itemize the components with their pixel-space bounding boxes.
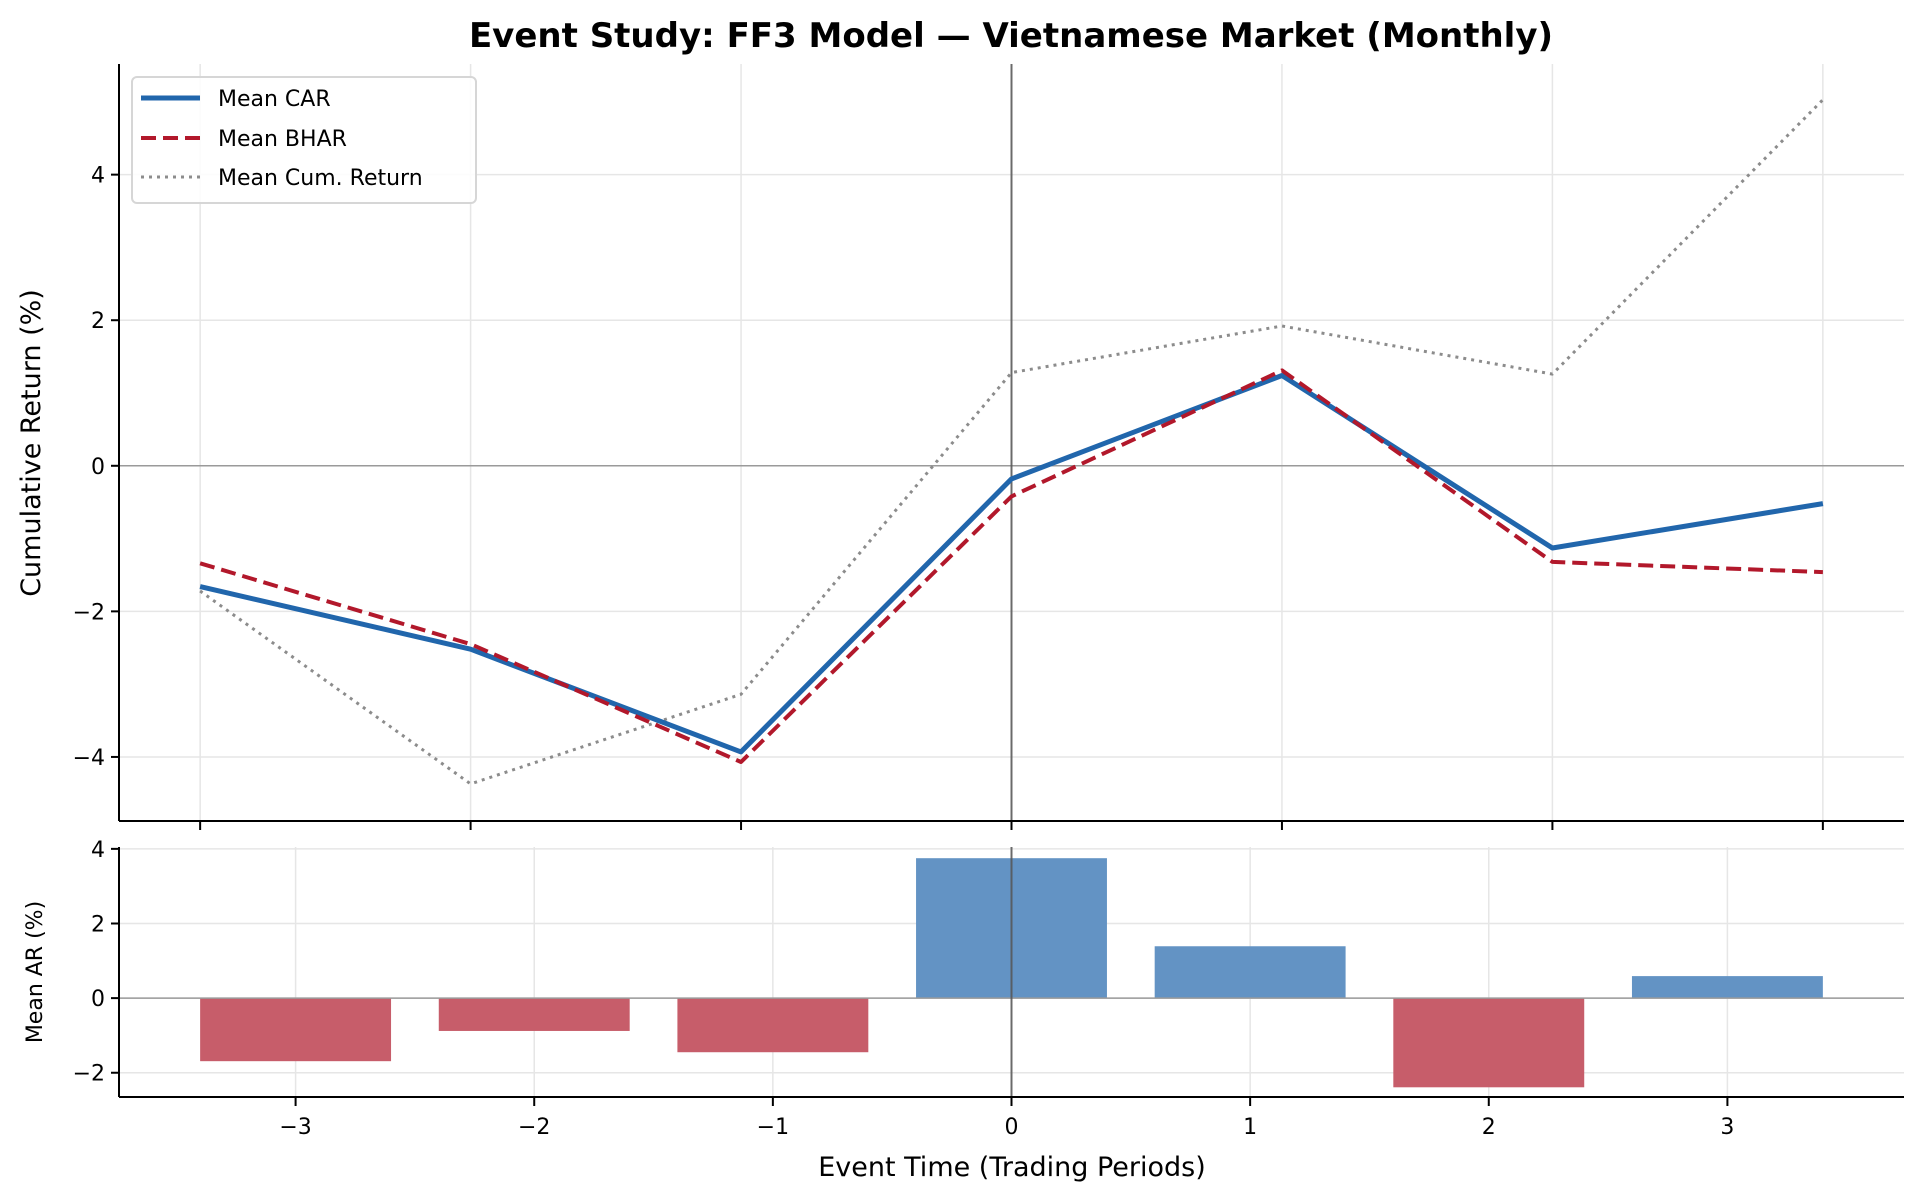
bottom-x-tick-label: 0 [1005, 1115, 1019, 1140]
legend-item-bhar: Mean BHAR [141, 127, 347, 152]
top-y-tick-label: 2 [91, 309, 105, 334]
ar-bar-minus1 [677, 998, 869, 1053]
legend-item-car: Mean CAR [141, 87, 331, 112]
ar-bar-minus2 [438, 998, 630, 1031]
legend-box [131, 76, 477, 204]
bottom-y-ticks: −2 0 2 4 [73, 838, 119, 1087]
cumulative-return-panel: −4 −2 0 2 4 Cumulative Return (%) Mean CAR M… [16, 64, 1904, 830]
top-y-ticks: −4 −2 0 2 4 [73, 164, 119, 771]
top-y-tick-label: −4 [73, 746, 105, 771]
legend-label-cum-return: Mean Cum. Return [218, 166, 423, 191]
top-x-ticks [199, 821, 1824, 830]
bottom-x-ticks: −3 −2 −1 0 1 2 3 [279, 1097, 1734, 1140]
top-y-tick-label: 4 [91, 164, 105, 189]
bottom-y-tick-label: 4 [91, 838, 105, 863]
x-axis-label: Event Time (Trading Periods) [818, 1152, 1206, 1183]
ar-bar-2 [1393, 998, 1585, 1088]
bottom-x-tick-label: 2 [1482, 1115, 1496, 1140]
top-y-tick-label: −2 [73, 600, 105, 625]
bottom-x-tick-label: −2 [518, 1115, 550, 1140]
ar-bar-1 [1154, 946, 1346, 999]
ar-bar-minus3 [200, 998, 392, 1062]
legend-label-car: Mean CAR [218, 87, 331, 112]
bottom-y-axis-label: Mean AR (%) [23, 901, 48, 1043]
top-y-tick-label: 0 [91, 455, 105, 480]
top-reference-lines [119, 64, 1904, 821]
bottom-x-tick-label: 3 [1720, 1115, 1734, 1140]
chart-title: Event Study: FF3 Model — Vietnamese Mark… [469, 16, 1553, 56]
bottom-x-tick-label: −3 [279, 1115, 311, 1140]
legend-label-bhar: Mean BHAR [218, 127, 347, 152]
top-y-axis-label: Cumulative Return (%) [16, 289, 47, 597]
bottom-reference-lines [119, 847, 1904, 1097]
bottom-bars [200, 858, 1823, 1088]
bottom-y-tick-label: 2 [91, 912, 105, 937]
bottom-x-tick-label: 1 [1243, 1115, 1257, 1140]
bottom-x-tick-label: −1 [757, 1115, 789, 1140]
legend-item-cum-return: Mean Cum. Return [141, 166, 423, 191]
top-series-lines [199, 98, 1824, 786]
legend: Mean CAR Mean BHAR Mean Cum. Return [131, 76, 477, 204]
ar-bar-3 [1631, 976, 1823, 999]
bottom-y-tick-label: −2 [73, 1062, 105, 1087]
abnormal-return-panel: −2 0 2 4 −3 −2 −1 0 1 2 3 Mean AR (%) Event Time … [23, 838, 1904, 1183]
bottom-y-tick-label: 0 [91, 987, 105, 1012]
